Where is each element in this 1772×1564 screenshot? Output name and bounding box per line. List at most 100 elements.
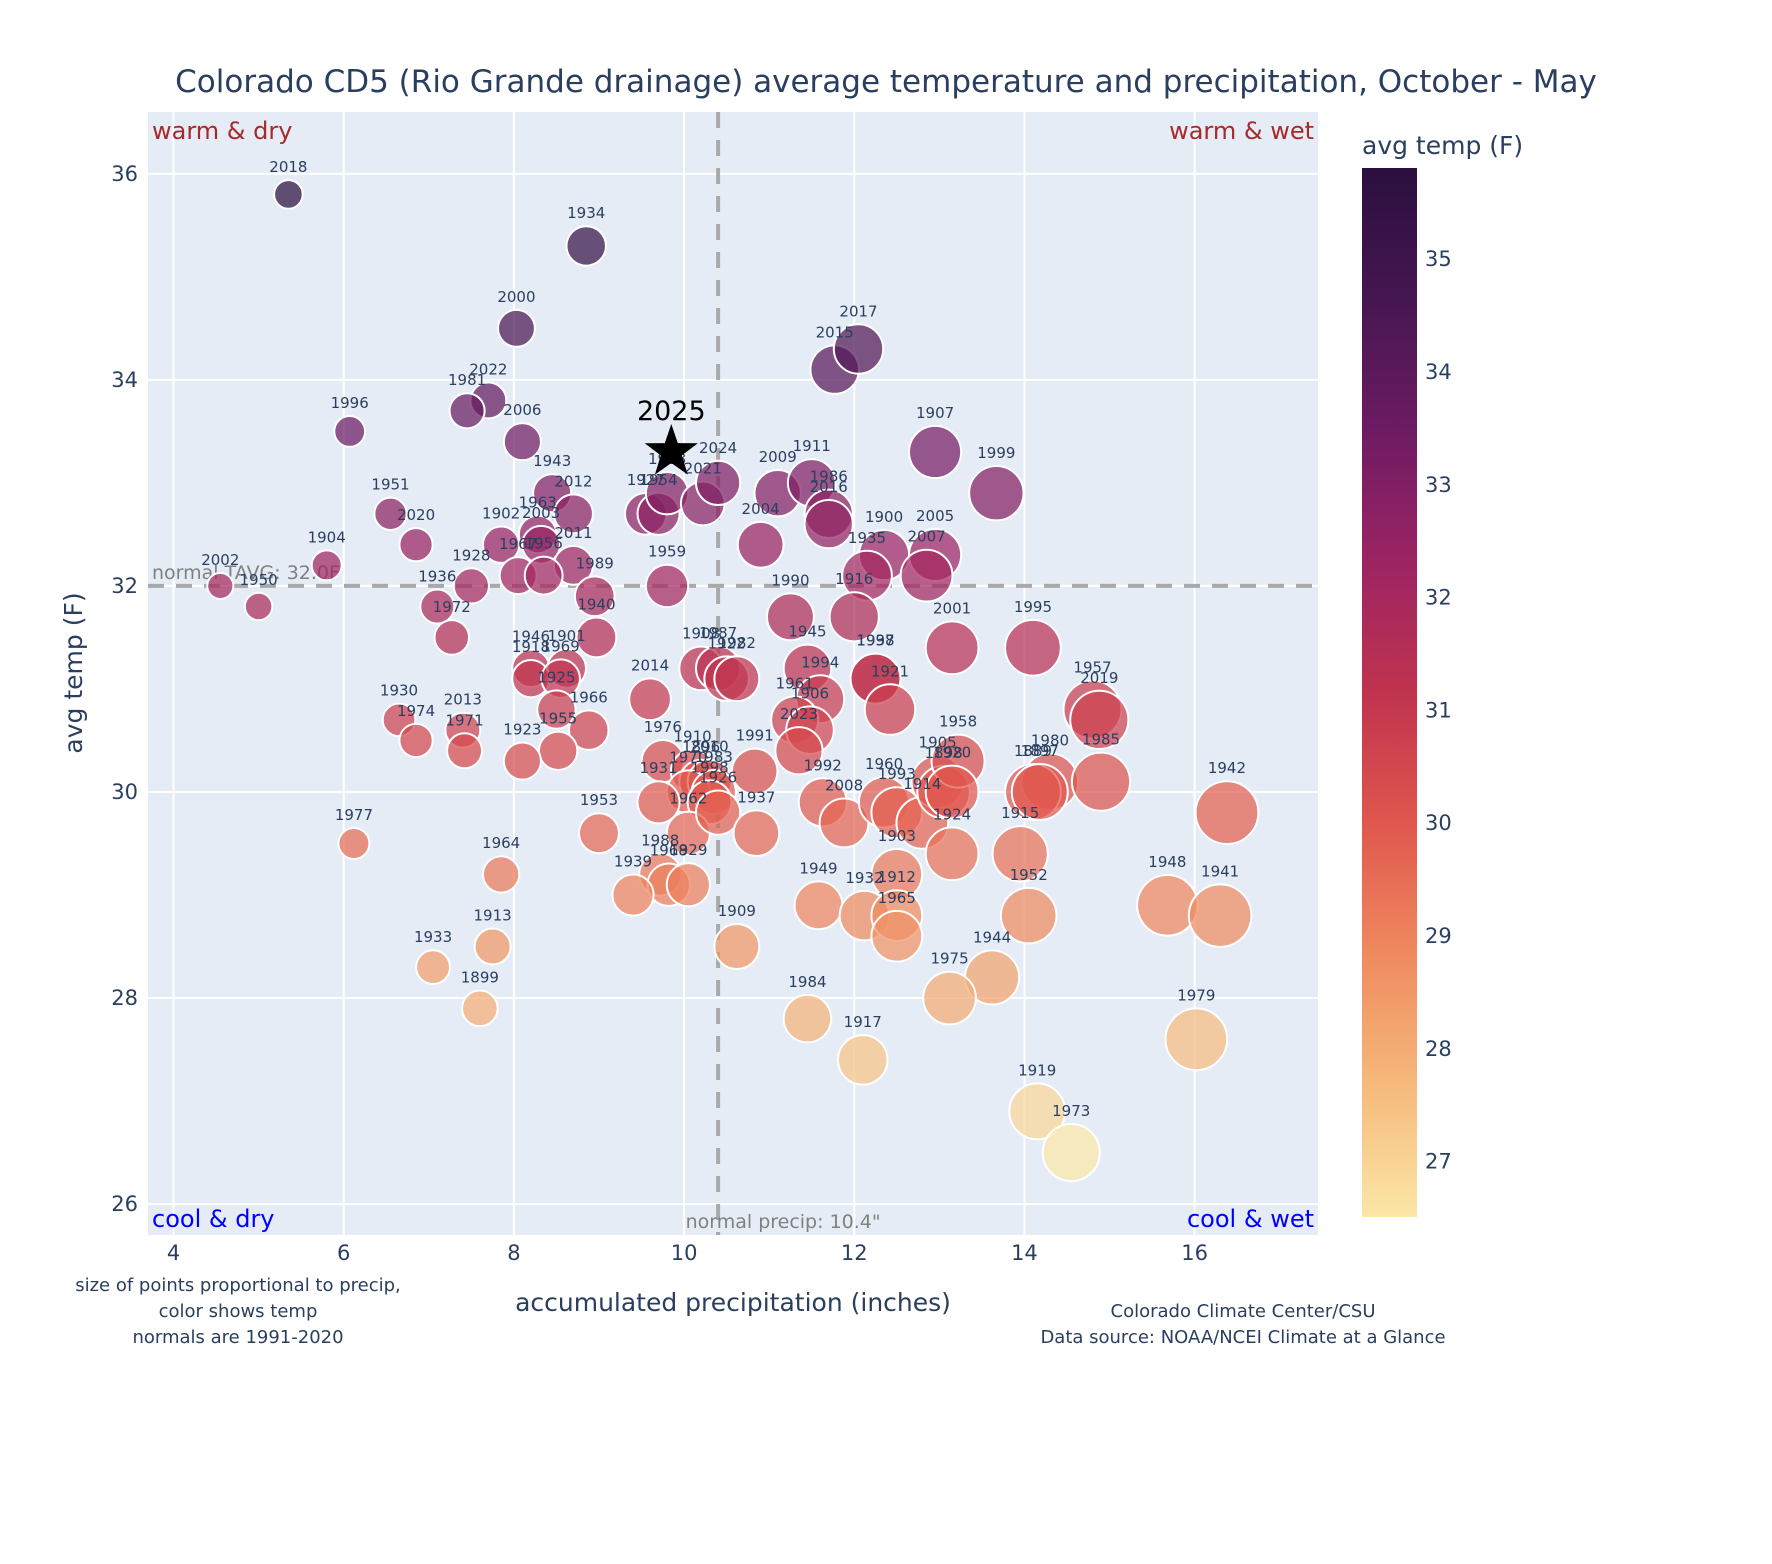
- data-point: [713, 923, 761, 970]
- data-point: [481, 525, 521, 564]
- point-label: 1971: [445, 711, 483, 729]
- point-label: 1997: [856, 632, 894, 650]
- data-point: [337, 827, 371, 860]
- data-point: [536, 689, 577, 730]
- data-point: [803, 498, 854, 550]
- point-label: 1946: [512, 628, 550, 646]
- data-point: [694, 789, 742, 836]
- data-point: [452, 567, 490, 605]
- data-point: [732, 809, 781, 858]
- data-point: [1187, 883, 1253, 948]
- point-label: 1974: [397, 702, 435, 720]
- y-tick-label: 28: [111, 986, 138, 1010]
- point-label: 1907: [916, 404, 954, 422]
- data-point: [502, 741, 542, 781]
- point-label: 1939: [614, 852, 652, 870]
- point-label: 1951: [371, 476, 409, 494]
- point-label: 1903: [878, 827, 916, 845]
- point-label: 1964: [482, 834, 520, 852]
- point-label: 2017: [839, 302, 877, 320]
- data-point: [1008, 1082, 1067, 1141]
- point-label: 1918: [512, 638, 550, 656]
- y-axis-ticks: 26 28 30 32 34 36: [111, 162, 138, 1216]
- normal-precip-label: normal precip: 10.4": [686, 1211, 881, 1233]
- data-point: [398, 527, 434, 563]
- point-label: 1925: [537, 668, 575, 686]
- point-label: 1975: [930, 950, 968, 968]
- x-axis-ticks: 4 6 8 10 12 14 16: [167, 1241, 1208, 1265]
- data-point: [863, 683, 917, 736]
- colorbar-tick-label: 27: [1425, 1150, 1452, 1174]
- point-label: 1954: [639, 471, 677, 489]
- data-point: [991, 825, 1049, 883]
- data-point: [415, 949, 451, 986]
- point-label: 1948: [1148, 853, 1186, 871]
- point-label: 1933: [414, 928, 452, 946]
- point-label: 1929: [669, 841, 707, 859]
- data-point: [481, 855, 521, 894]
- star-icon: [644, 424, 698, 475]
- point-label: 2008: [825, 776, 863, 794]
- highlight-label: 2025: [637, 396, 706, 427]
- data-point: [243, 591, 274, 622]
- point-label: 1992: [804, 756, 842, 774]
- point-label: 2003: [522, 504, 560, 522]
- data-point: [999, 886, 1058, 945]
- data-point: [694, 459, 742, 507]
- data-point: [899, 548, 954, 603]
- point-label: 1958: [939, 713, 977, 731]
- point-label: 2018: [269, 158, 307, 176]
- y-tick-label: 26: [111, 1192, 138, 1216]
- point-label: 1949: [799, 859, 837, 877]
- quadrant-label-warm-wet: warm & wet: [1169, 117, 1314, 145]
- point-label: 1957: [1073, 659, 1111, 677]
- data-point: [496, 308, 536, 348]
- data-point: [870, 909, 924, 963]
- data-point: [273, 179, 304, 210]
- point-label: 1911: [793, 437, 831, 455]
- colorbar-tick-label: 35: [1425, 247, 1452, 271]
- point-label: 2024: [699, 439, 737, 457]
- point-label: 1969: [542, 637, 580, 655]
- credit-line: Colorado Climate Center/CSU: [1111, 1301, 1376, 1322]
- point-label: 1889: [1014, 742, 1052, 760]
- data-point: [206, 571, 235, 600]
- point-label: 1930: [380, 682, 418, 700]
- colorbar-tick-label: 28: [1425, 1037, 1452, 1061]
- data-point: [665, 862, 711, 908]
- data-point: [502, 422, 542, 462]
- point-label: 1931: [639, 759, 677, 777]
- point-label: 1941: [1201, 862, 1239, 880]
- note-color-legend: color shows temp: [159, 1301, 318, 1322]
- data-point: [310, 549, 343, 582]
- data-point: [736, 520, 785, 569]
- point-label: 1932: [845, 869, 883, 887]
- point-label: 2016: [810, 478, 848, 496]
- point-label: 1995: [1014, 598, 1052, 616]
- data-point: [523, 555, 564, 596]
- point-label: 1996: [331, 394, 369, 412]
- quadrant-label-warm-dry: warm & dry: [152, 117, 292, 145]
- y-tick-label: 36: [111, 162, 138, 186]
- point-label: 1943: [533, 452, 571, 470]
- data-point: [832, 323, 885, 375]
- data-point: [924, 620, 980, 676]
- point-label: 1953: [580, 791, 618, 809]
- point-label: 1961: [776, 674, 814, 692]
- point-label: 1985: [1082, 731, 1120, 749]
- normal-temp-label: normal TAVG: 32.0F: [152, 562, 340, 584]
- data-point: [908, 424, 963, 480]
- y-axis-title: avg temp (F): [59, 592, 88, 753]
- point-label: 1991: [736, 727, 774, 745]
- point-label: 1937: [737, 788, 775, 806]
- point-label: 1902: [482, 505, 520, 523]
- data-point: [1010, 763, 1069, 821]
- point-label: 1909: [718, 902, 756, 920]
- point-label: 2007: [907, 528, 945, 546]
- point-label: 1989: [576, 554, 614, 572]
- point-label: 1966: [570, 688, 608, 706]
- point-label: 1938: [856, 632, 894, 650]
- data-point: [924, 764, 980, 820]
